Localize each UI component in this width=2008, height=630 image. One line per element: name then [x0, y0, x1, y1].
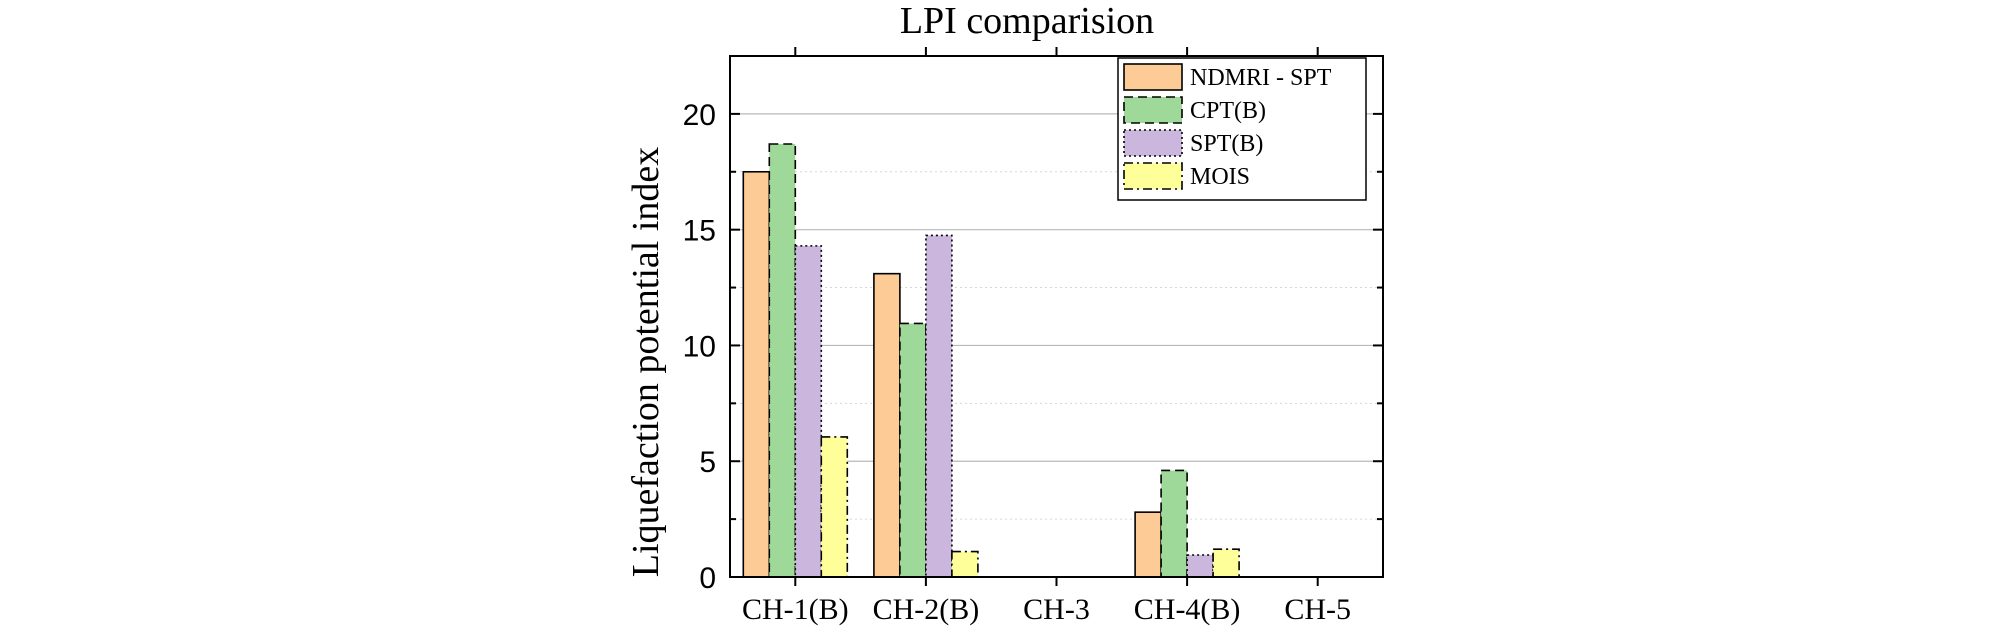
bar-spt-b--ch-2-b- [925, 234, 953, 578]
y-tick-label: 10 [683, 330, 716, 363]
y-axis-label: Liquefaction potential index [625, 147, 667, 578]
y-tick-label: 0 [699, 562, 716, 595]
x-tick-label: CH-2(B) [873, 593, 980, 626]
bar-ndmri-spt-ch-2-b- [873, 272, 901, 578]
legend-swatch [1123, 162, 1183, 190]
legend-label: SPT(B) [1190, 131, 1263, 157]
bars [742, 143, 1240, 578]
legend-swatch [1123, 63, 1183, 91]
bar-spt-b--ch-4-b- [1186, 554, 1214, 578]
bar-cpt-b--ch-2-b- [899, 322, 927, 578]
x-tick-label: CH-1(B) [742, 593, 849, 626]
bar-ndmri-spt-ch-1-b- [742, 170, 771, 578]
x-tick-label: CH-4(B) [1134, 593, 1241, 626]
y-tick-label: 15 [683, 215, 716, 248]
x-tick-label: CH-3 [1023, 593, 1090, 626]
bar-cpt-b--ch-1-b- [768, 143, 797, 578]
y-tick-label: 20 [683, 99, 716, 132]
legend: NDMRI - SPT CPT(B) SPT(B) MOIS [1117, 57, 1367, 201]
bar-mois-ch-2-b- [951, 550, 979, 578]
bar-mois-ch-1-b- [820, 436, 849, 578]
tick-labels: 0 5 10 15 20 CH-1(B) CH-2(B) CH-3 CH-4(B) CH-5 [683, 99, 1351, 626]
y-tick-label: 5 [699, 446, 716, 479]
legend-label: MOIS [1190, 164, 1250, 190]
bar-ndmri-spt-ch-4-b- [1134, 511, 1162, 578]
legend-label: NDMRI - SPT [1190, 65, 1332, 91]
bar-spt-b--ch-1-b- [794, 245, 823, 578]
legend-swatch [1123, 96, 1183, 124]
legend-swatch [1123, 129, 1183, 157]
legend-label: CPT(B) [1190, 98, 1266, 124]
axes [729, 47, 1384, 586]
bar-mois-ch-4-b- [1212, 548, 1240, 578]
chart-title: LPI comparision [900, 0, 1154, 42]
bar-cpt-b--ch-4-b- [1160, 469, 1188, 578]
x-tick-label: CH-5 [1284, 593, 1351, 626]
